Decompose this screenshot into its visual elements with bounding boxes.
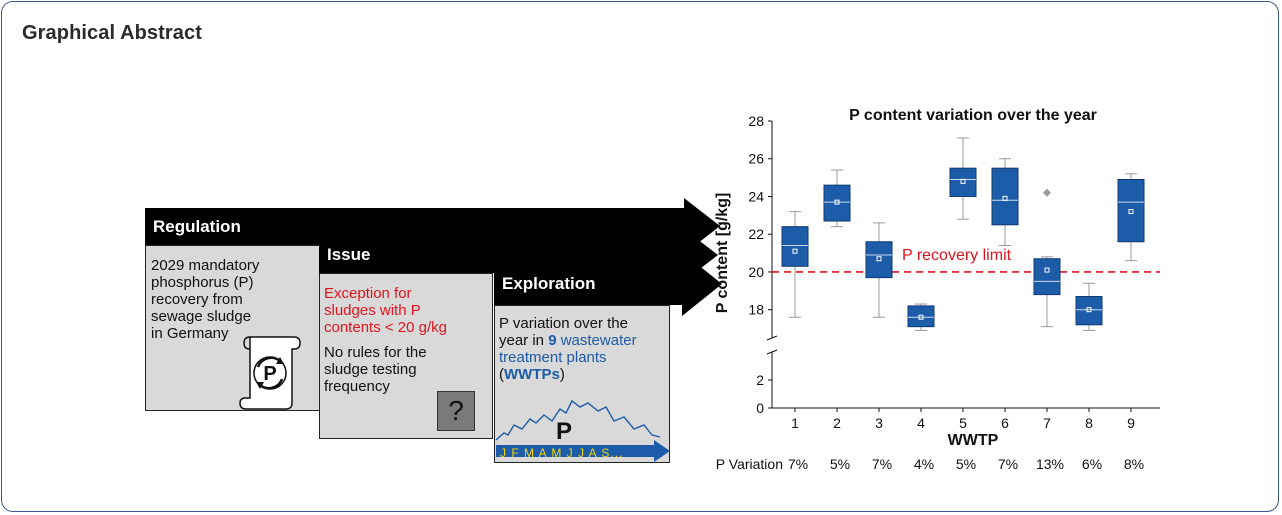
mean-marker bbox=[834, 199, 840, 205]
y-tick-label: 2 bbox=[756, 372, 764, 388]
y-tick-label: 28 bbox=[748, 113, 764, 129]
box bbox=[865, 241, 893, 279]
y-tick-label: 0 bbox=[756, 400, 764, 416]
issue-red-line: sludges with P bbox=[324, 302, 421, 319]
x-tick-label: 3 bbox=[875, 415, 883, 431]
exploration-line: P variation over the bbox=[499, 315, 628, 332]
wwtps-abbrev: WWTPs bbox=[504, 366, 560, 383]
x-tick-label: 6 bbox=[1001, 415, 1009, 431]
box bbox=[1117, 178, 1145, 243]
x-tick-label: 8 bbox=[1085, 415, 1093, 431]
exploration-line: (WWTPs) bbox=[499, 366, 637, 383]
paren: ) bbox=[559, 366, 565, 383]
regulation-line: 2029 mandatory bbox=[151, 257, 260, 274]
regulation-line: recovery from bbox=[151, 291, 243, 308]
chart-title: P content variation over the year bbox=[849, 107, 1097, 124]
months-label: J F M A M J J A S... bbox=[500, 446, 623, 460]
exploration-line: treatment plants bbox=[499, 349, 607, 366]
variation-value: 6% bbox=[1082, 456, 1102, 472]
box bbox=[823, 184, 851, 222]
y-axis-title: P content [g/kg] bbox=[714, 193, 731, 314]
p-curve-graphic: P J F M A M J J A S... bbox=[495, 399, 670, 462]
regulation-line: in Germany bbox=[151, 325, 229, 342]
x-tick-label: 7 bbox=[1043, 415, 1051, 431]
x-tick-label: 1 bbox=[791, 415, 799, 431]
mean-marker bbox=[960, 178, 966, 184]
y-tick-label: 26 bbox=[748, 151, 764, 167]
issue-red-line: contents < 20 g/kg bbox=[324, 319, 448, 336]
regulation-panel bbox=[145, 245, 330, 411]
x-tick-label: 9 bbox=[1127, 415, 1135, 431]
variation-value: 5% bbox=[830, 456, 850, 472]
x-tick-label: 5 bbox=[959, 415, 967, 431]
mean-marker bbox=[1128, 209, 1134, 215]
regulation-line: sewage sludge bbox=[151, 308, 252, 325]
issue-line: frequency bbox=[324, 378, 390, 395]
exploration-line: year in 9 wastewater bbox=[499, 332, 637, 349]
variation-value: 13% bbox=[1036, 456, 1064, 472]
variation-value: 7% bbox=[788, 456, 808, 472]
issue-text: Exception for sludges with P contents < … bbox=[324, 285, 447, 395]
mean-marker bbox=[918, 314, 924, 320]
scroll-letter: P bbox=[263, 363, 276, 385]
issue-red-line: Exception for bbox=[324, 285, 412, 302]
variation-value: 8% bbox=[1124, 456, 1144, 472]
variation-value: 4% bbox=[914, 456, 934, 472]
y-tick-label: 22 bbox=[748, 226, 764, 242]
y-tick-label: 24 bbox=[748, 188, 764, 204]
exploration-line-part: wastewater bbox=[556, 332, 637, 349]
mean-marker bbox=[1002, 195, 1008, 201]
page-title: Graphical Abstract bbox=[22, 22, 203, 44]
issue-header: Issue bbox=[327, 245, 371, 264]
issue-line: No rules for the bbox=[324, 344, 427, 361]
exploration-arrow-head bbox=[682, 252, 722, 316]
exploration-header: Exploration bbox=[502, 274, 596, 293]
regulation-text: 2029 mandatory phosphorus (P) recovery f… bbox=[151, 257, 259, 342]
mean-marker bbox=[1086, 307, 1092, 313]
wwtp-count: 9 bbox=[548, 332, 557, 349]
mean-marker bbox=[792, 248, 798, 254]
x-tick-label: 2 bbox=[833, 415, 841, 431]
recovery-limit-label: P recovery limit bbox=[902, 247, 1012, 264]
variation-value: 5% bbox=[956, 456, 976, 472]
exploration-text: P variation over the year in 9 wastewate… bbox=[499, 315, 637, 383]
curve-letter: P bbox=[556, 418, 572, 445]
box bbox=[1033, 258, 1061, 296]
scroll-recycle-icon: P bbox=[239, 336, 301, 410]
axis-break-mark bbox=[766, 349, 778, 355]
y-tick-label: 20 bbox=[748, 264, 764, 280]
variation-value: 7% bbox=[872, 456, 892, 472]
axis-break-mark bbox=[766, 335, 778, 341]
y-tick-label: 18 bbox=[748, 302, 764, 318]
regulation-header: Regulation bbox=[153, 216, 241, 236]
mean-marker bbox=[1044, 267, 1050, 273]
paren: ( bbox=[499, 366, 504, 383]
exploration-panel bbox=[494, 305, 670, 463]
box bbox=[1075, 295, 1103, 326]
variation-value: 7% bbox=[998, 456, 1018, 472]
x-tick-label: 4 bbox=[917, 415, 925, 431]
variation-label: P Variation bbox=[716, 456, 783, 472]
exploration-arrow-bar: Exploration bbox=[494, 263, 684, 305]
x-axis-title: WWTP bbox=[948, 432, 999, 449]
question-icon: ? bbox=[437, 391, 475, 431]
box bbox=[781, 226, 809, 267]
box bbox=[949, 167, 977, 197]
outlier-point bbox=[1043, 188, 1051, 197]
exploration-line-part: year in bbox=[499, 332, 549, 349]
box bbox=[907, 305, 935, 328]
regulation-line: phosphorus (P) bbox=[151, 274, 254, 291]
mean-marker bbox=[876, 256, 882, 262]
issue-line: sludge testing bbox=[324, 361, 417, 378]
